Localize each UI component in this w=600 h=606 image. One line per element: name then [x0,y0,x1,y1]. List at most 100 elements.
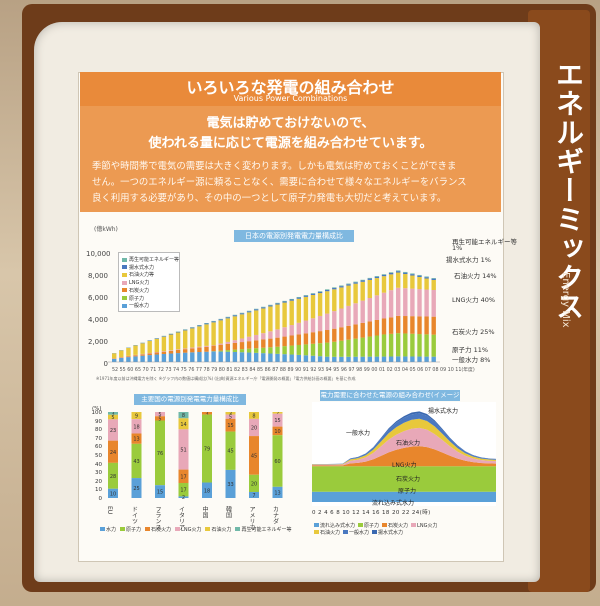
chart2-value-label: 25 [133,486,139,492]
chart1-bar-segment [332,356,337,362]
chart1-bar-segment [261,339,266,348]
chart1-bar-segment [325,313,330,331]
chart2-bar-segment [225,414,236,419]
title-bar [80,72,501,106]
chart1-bar-segment [424,289,429,317]
legend-swatch [122,265,127,270]
chart1-bar-segment [261,347,266,354]
legend-label: 一般水力 [129,303,150,310]
legend-swatch [122,272,127,277]
chart1-bar-segment [232,340,238,343]
chart2-bar-segment [202,482,212,498]
chart2-value-label: 13 [133,437,139,443]
chart1-bar-segment [367,356,372,362]
chart1-bar-segment [346,325,351,340]
chart1-bar-segment [325,356,330,362]
chart1-bar-segment [254,352,259,362]
chart2-value-label: 13 [274,490,280,496]
chart1-bar-segment [396,270,401,272]
chart1-bar-segment [339,287,344,309]
chart1-bar-segment [367,336,372,357]
chart3-legend-item: 原子力 [358,523,379,529]
chart1-bar-segment [289,345,294,355]
chart1-bar-segment [282,346,287,355]
chart1-bar-segment [254,334,259,341]
chart1-bar-segment [381,334,387,357]
chart3-legend-item: 揚水式水力 [372,530,403,536]
chart1-legend-item: LNG火力 [122,279,149,286]
chart3-area-label: 揚水式水力 [428,408,459,415]
chart1-bar-segment [289,325,294,336]
chart2-country-label: EU [106,506,113,515]
chart2-value-label: 5 [158,412,161,418]
chart1-bar-segment [360,337,365,357]
chart2-value-label: 60 [274,459,280,465]
chart1-bar-segment [254,310,259,335]
chart1-bar-segment [353,303,358,325]
chart1-bar-segment [268,306,273,332]
chart1-bar-segment [289,335,294,346]
chart2-value-label: 8 [182,413,185,419]
chart1-bar-segment [353,338,358,357]
chart1-bar-segment [175,349,181,354]
chart1-bar-segment [204,351,209,362]
chart1-bar-segment [339,308,344,328]
chart1-bar-segment [310,332,316,344]
chart2-value-label: 5 [158,416,161,422]
chart1-bar-segment [275,302,280,304]
chart1-bar-segment [183,348,188,350]
chart3-area-label: 石炭火力 [396,476,421,483]
chart1-bar-segment [367,278,372,280]
chart1-bar-segment [282,302,287,328]
chart1-bar-segment [225,341,230,344]
chart1-ytick: 6,000 [87,294,108,302]
chart1-bar-segment [225,351,230,362]
chart1-bar-segment [424,276,429,278]
chart1-bar-segment [346,285,351,306]
chart1-bar-segment [204,324,209,346]
chart1-bar-segment [168,334,174,351]
chart1-bar-segment [239,313,245,315]
chart2-legend-item: 再生可能エネルギー等 [235,527,291,533]
chart1-bar-segment [388,333,394,357]
chart1-bar-segment [154,354,159,362]
chart1-bar-segment [303,295,309,296]
chart1-bar-segment [296,322,301,335]
chart1-bar-segment [374,276,380,277]
chart1-bar-segment [275,303,280,305]
chart3-area-label: 流れ込み式水力 [372,500,415,507]
chart1-bar-segment [303,344,309,356]
chart2-bar-segment [131,412,142,420]
chart1-bar-segment [197,326,202,347]
chart1-bar-segment [381,274,387,275]
chart1-bar-segment [119,357,124,358]
chart1-bar-segment [211,351,216,362]
chart1-bar-segment [197,352,202,362]
lead-box [80,106,501,212]
chart1-bar-segment [268,347,273,354]
chart1-bar-segment [246,336,252,342]
chart2-value-label: 15 [274,418,280,424]
chart1-bar-segment [374,278,380,296]
chart1-bar-segment [332,341,337,357]
chart2-bar-segment [225,418,236,432]
chart1-xaxis: 52 55 60 65 70 71 72 73 74 75 76 77 78 7… [112,368,475,373]
chart1-bar-segment [183,352,188,362]
chart1-bar-segment [431,316,436,335]
chart2-ytick: 30 [95,470,102,477]
chart1-bar-segment [175,332,181,350]
chart3-area-label: LNG火力 [392,462,417,469]
chart1-bar-segment [190,327,195,329]
chart1-bar-segment [289,298,294,300]
chart2-value-label: 17 [180,474,186,480]
chart1-bar-segment [239,314,245,339]
chart1-bar-segment [417,316,422,335]
chart2-value-label: 10 [274,429,280,435]
chart1-bar-segment [367,321,372,337]
legend-swatch [122,257,127,262]
chart2-bar-segment [225,469,236,498]
chart1-legend-item: 一般水力 [122,302,149,309]
chart1-bar-segment [417,356,422,362]
chart1-bar-segment [197,346,202,348]
chart1-bar-segment [154,352,159,355]
